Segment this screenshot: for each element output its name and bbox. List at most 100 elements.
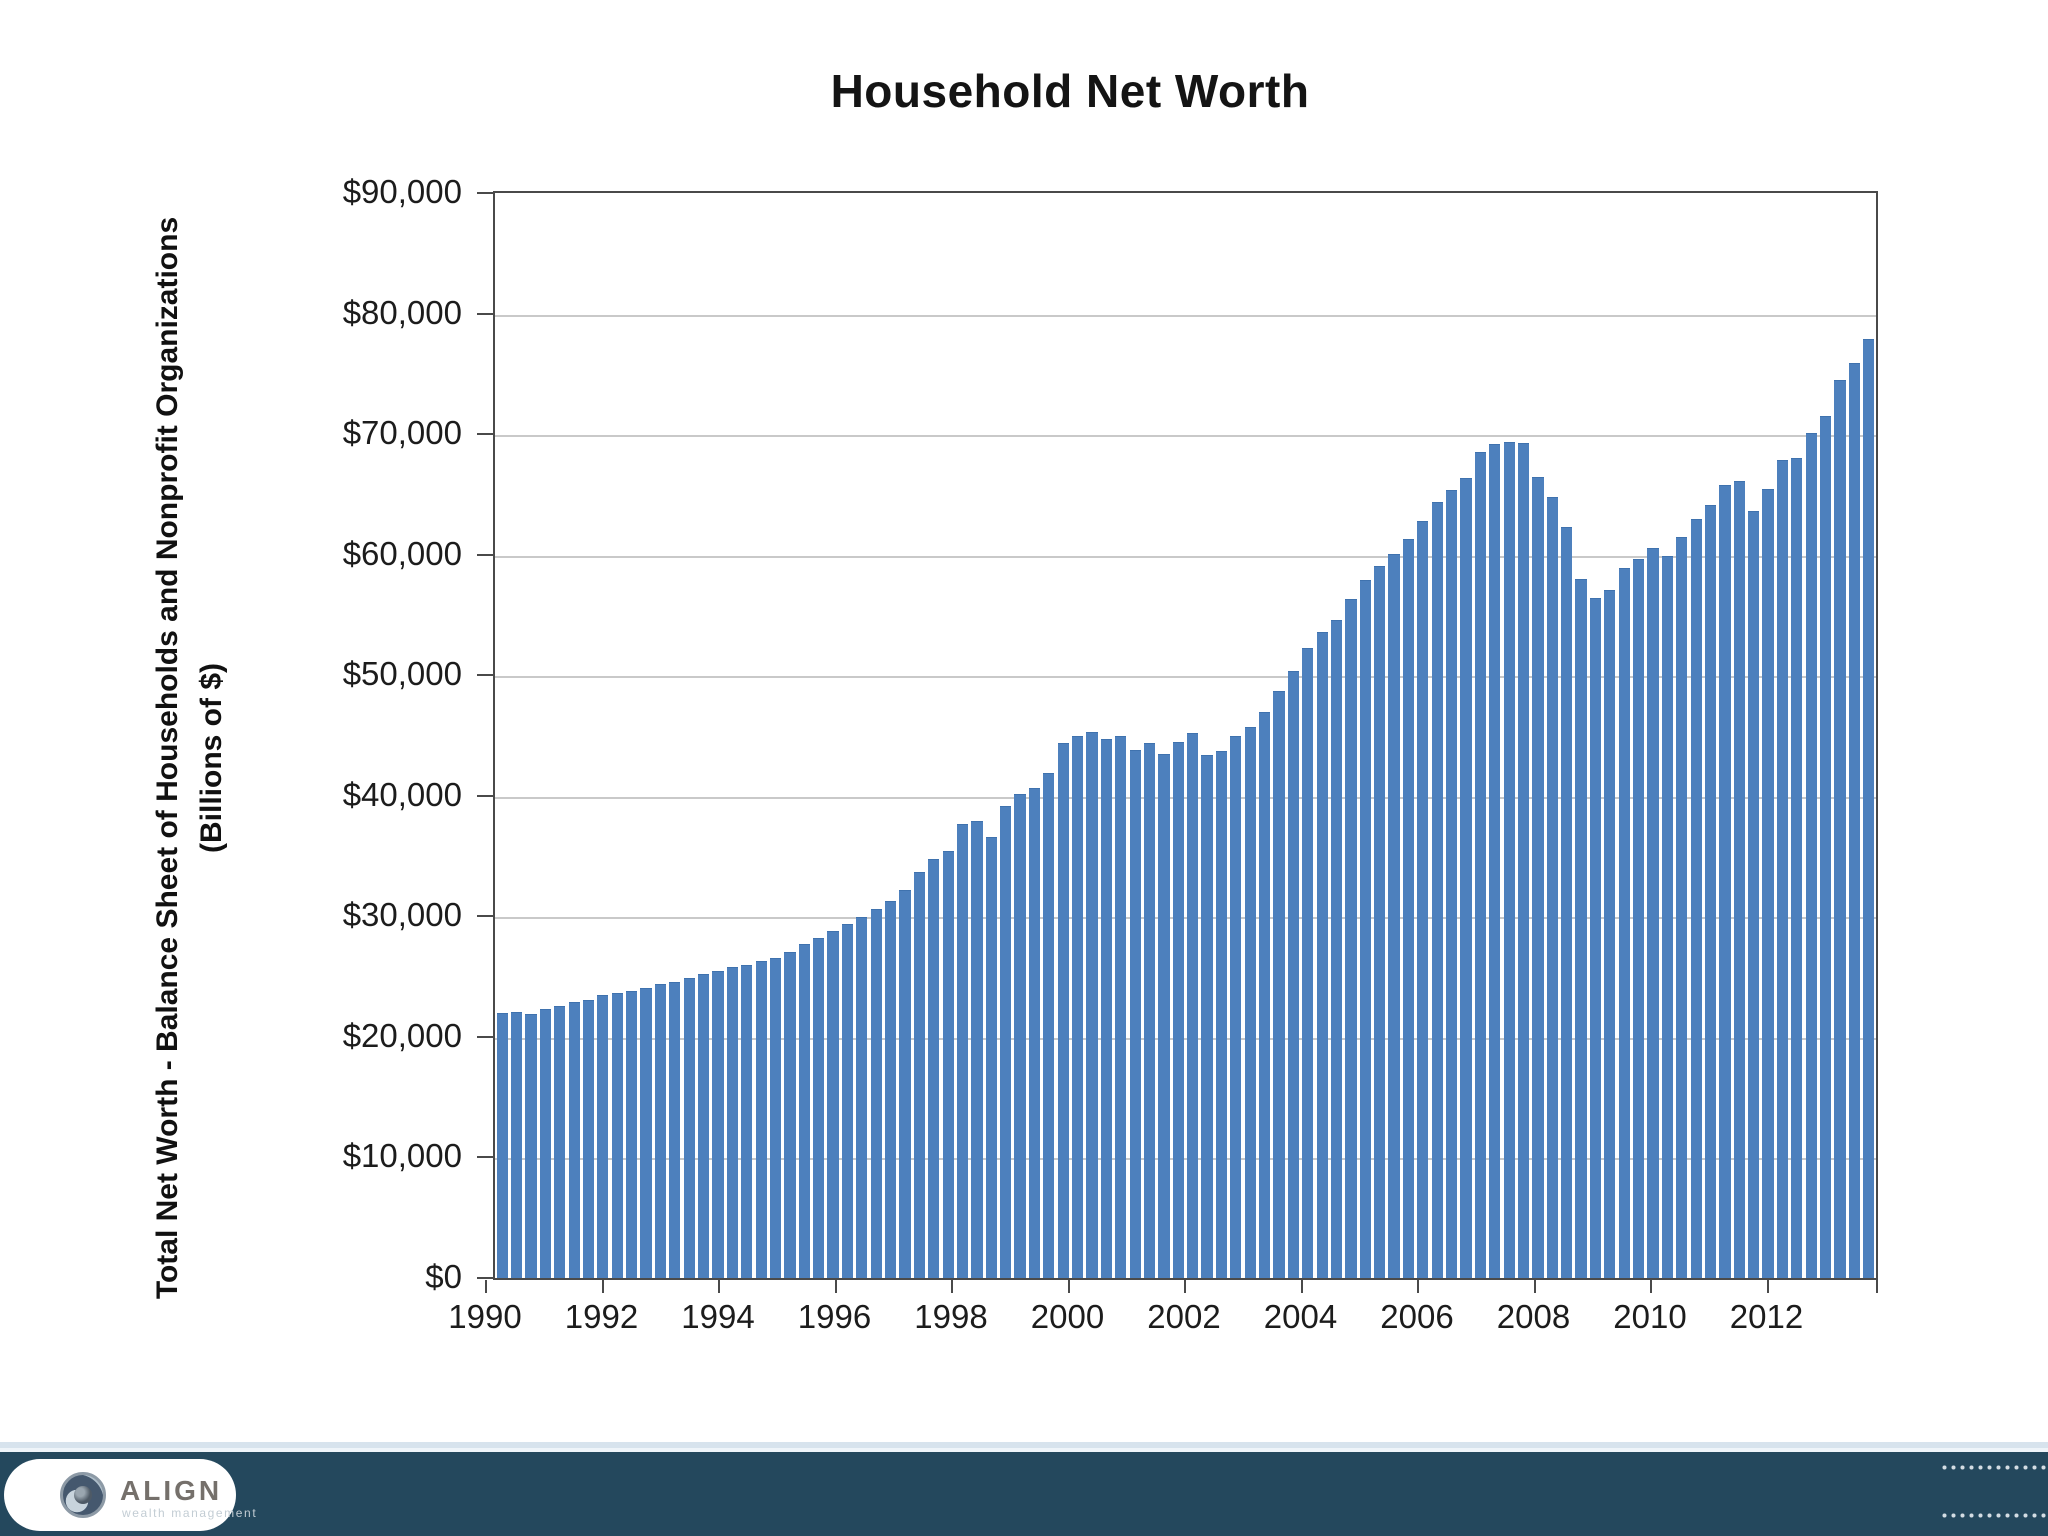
chart-title: Household Net Worth xyxy=(830,65,1310,117)
bar-2002-Q4 xyxy=(1230,735,1242,1278)
y-tick-mark xyxy=(477,1156,493,1159)
x-tick-label-1998: 1998 xyxy=(914,1298,988,1335)
bar-2003-Q3 xyxy=(1273,691,1285,1278)
x-tick-label-1996: 1996 xyxy=(797,1298,872,1335)
y-tick-mark xyxy=(477,433,493,436)
bar-2013-Q2 xyxy=(1834,380,1846,1278)
gridline-50000 xyxy=(495,676,1876,679)
bar-1990-Q4 xyxy=(539,1009,551,1278)
bar-1993-Q3 xyxy=(697,974,710,1278)
bar-1998-Q1 xyxy=(956,823,969,1278)
logo-pill xyxy=(4,1459,236,1531)
bar-1991-Q2 xyxy=(568,1002,580,1278)
x-tick-mark xyxy=(1650,1280,1652,1293)
bar-2009-Q1 xyxy=(1589,598,1602,1278)
y-tick-label-80000: $80,000 xyxy=(342,293,462,331)
bar-2005-Q3 xyxy=(1388,553,1400,1278)
x-tick-label-2010: 2010 xyxy=(1613,1298,1687,1335)
bar-2008-Q3 xyxy=(1561,527,1573,1278)
bar-1991-Q1 xyxy=(554,1005,566,1278)
bar-2011-Q1 xyxy=(1704,505,1717,1278)
y-tick-mark xyxy=(477,915,493,918)
plot-area xyxy=(493,191,1878,1280)
bar-2004-Q3 xyxy=(1330,619,1343,1278)
bar-2004-Q4 xyxy=(1345,599,1357,1278)
bar-2001-Q2 xyxy=(1143,742,1156,1278)
bar-1994-Q3 xyxy=(755,961,767,1278)
align-logo-icon-center xyxy=(74,1486,92,1504)
bar-1993-Q1 xyxy=(669,981,681,1278)
bar-2001-Q3 xyxy=(1158,753,1170,1278)
bar-1990-Q1 xyxy=(496,1012,508,1278)
bar-1999-Q3 xyxy=(1043,773,1055,1278)
bar-2013-Q4 xyxy=(1863,339,1875,1278)
bar-2001-Q1 xyxy=(1129,750,1141,1278)
x-tick-mark xyxy=(1766,1280,1769,1293)
x-tick-label-2004: 2004 xyxy=(1263,1298,1338,1335)
bar-2003-Q1 xyxy=(1244,727,1256,1278)
bar-2000-Q3 xyxy=(1100,739,1112,1278)
gridline-10000 xyxy=(495,1158,1876,1161)
footer-accent-strip xyxy=(0,1442,2048,1448)
x-tick-label-2000: 2000 xyxy=(1030,1298,1105,1335)
bar-2009-Q4 xyxy=(1633,558,1645,1278)
bar-2007-Q1 xyxy=(1474,452,1486,1278)
bar-2012-Q4 xyxy=(1805,433,1817,1278)
bar-2003-Q4 xyxy=(1287,670,1299,1278)
x-tick-mark xyxy=(1067,1280,1070,1293)
x-tick-mark xyxy=(1533,1280,1536,1293)
bar-1996-Q4 xyxy=(884,900,897,1278)
y-tick-label-70000: $70,000 xyxy=(342,414,462,452)
bar-2012-Q2 xyxy=(1776,459,1789,1278)
bar-1995-Q2 xyxy=(798,944,810,1278)
bar-2013-Q3 xyxy=(1848,363,1861,1278)
bar-2000-Q1 xyxy=(1071,735,1084,1278)
x-tick-mark-end xyxy=(1876,1280,1878,1293)
footer-dots-row-bottom xyxy=(1940,1513,2048,1518)
y-tick-mark xyxy=(477,553,493,556)
bar-2008-Q1 xyxy=(1532,476,1544,1278)
x-tick-mark xyxy=(951,1280,953,1293)
bar-2011-Q3 xyxy=(1733,481,1745,1278)
bar-1991-Q4 xyxy=(597,994,609,1278)
bar-1995-Q1 xyxy=(784,951,796,1278)
bar-2007-Q2 xyxy=(1489,443,1501,1278)
y-axis-title-line2: (Billions of $) xyxy=(195,663,228,853)
bar-2013-Q1 xyxy=(1820,416,1832,1278)
bar-1992-Q4 xyxy=(654,984,667,1278)
bar-1995-Q4 xyxy=(827,931,839,1278)
bar-2011-Q4 xyxy=(1748,511,1760,1278)
bar-2000-Q2 xyxy=(1086,732,1098,1278)
bar-2010-Q4 xyxy=(1690,518,1702,1278)
bar-2008-Q4 xyxy=(1575,578,1587,1278)
bar-1996-Q2 xyxy=(856,916,868,1278)
bar-1997-Q3 xyxy=(928,858,940,1278)
bar-1994-Q2 xyxy=(741,964,753,1278)
x-tick-label-2012: 2012 xyxy=(1729,1298,1804,1335)
bar-2010-Q2 xyxy=(1661,556,1674,1278)
y-axis-title-line1: Total Net Worth - Balance Sheet of House… xyxy=(151,216,184,1300)
bar-2009-Q2 xyxy=(1604,589,1616,1278)
bar-1990-Q3 xyxy=(525,1014,537,1278)
x-tick-label-1992: 1992 xyxy=(564,1298,639,1335)
y-tick-label-0: $0 xyxy=(425,1258,462,1295)
bar-2002-Q3 xyxy=(1215,751,1228,1278)
y-tick-label-60000: $60,000 xyxy=(342,534,462,572)
bar-1992-Q1 xyxy=(611,992,623,1278)
gridline-20000 xyxy=(495,1037,1876,1040)
logo-tagline: wealth management xyxy=(122,1506,258,1520)
gridline-30000 xyxy=(495,917,1876,920)
bar-1998-Q4 xyxy=(1000,805,1012,1278)
bar-1994-Q4 xyxy=(769,957,782,1278)
bar-2004-Q2 xyxy=(1316,632,1328,1278)
x-tick-label-1990: 1990 xyxy=(448,1298,522,1335)
bar-1999-Q4 xyxy=(1057,742,1069,1278)
x-tick-mark xyxy=(1417,1280,1419,1293)
bar-2004-Q1 xyxy=(1302,647,1314,1278)
y-tick-mark xyxy=(477,192,493,194)
footer-accent-strip-thin xyxy=(0,1448,2048,1452)
bar-1997-Q4 xyxy=(942,851,954,1278)
bar-2012-Q1 xyxy=(1762,488,1774,1278)
gridline-70000 xyxy=(495,435,1876,438)
x-tick-mark xyxy=(601,1280,604,1293)
